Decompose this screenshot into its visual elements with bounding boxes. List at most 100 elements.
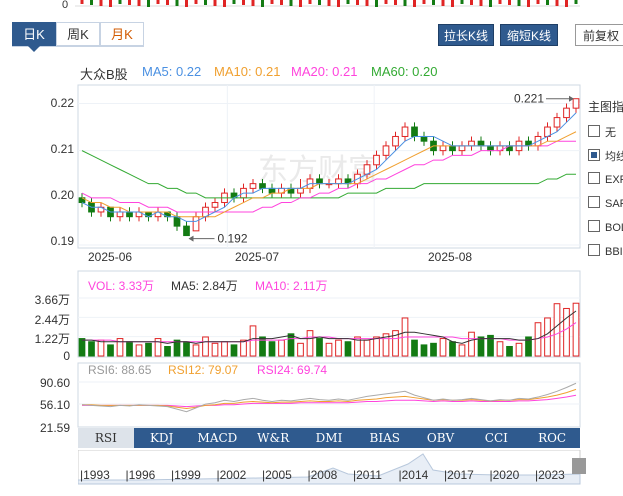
arrow-icon — [569, 95, 574, 102]
checkbox-icon[interactable] — [588, 220, 600, 232]
strip-bar — [156, 0, 160, 4]
checkbox-checked-icon[interactable] — [588, 149, 600, 161]
checkbox-icon[interactable] — [588, 125, 600, 137]
rsi-axis-label: 56.10 — [39, 398, 70, 412]
checkbox-icon[interactable] — [588, 172, 600, 184]
ma60-legend: MA60: 0.20 — [371, 64, 438, 79]
ma60-line — [81, 150, 576, 199]
volume-bar — [335, 339, 342, 357]
rsi-plot-frame — [77, 362, 581, 428]
price-axis-label: 0.22 — [50, 96, 74, 110]
navigator-year-label: |2005 — [262, 468, 292, 482]
indicator-tab-rsi[interactable]: RSI — [78, 428, 134, 448]
navigator-year-label: |2023 — [535, 468, 565, 482]
tab-pointer-icon — [28, 46, 40, 52]
checkbox-icon[interactable] — [588, 196, 600, 208]
candle — [572, 98, 580, 109]
indicator-tab-dmi[interactable]: DMI — [315, 431, 343, 445]
navigator-year-label: |2002 — [216, 468, 247, 482]
strip-bar — [365, 0, 369, 6]
svg-text:0: 0 — [62, 0, 68, 11]
strip-bar — [479, 0, 483, 6]
volume-bar — [192, 344, 200, 357]
volume-ma5-line — [82, 310, 577, 344]
volume-bar — [316, 338, 323, 357]
volume-bar — [487, 334, 494, 357]
tab-underline — [12, 46, 144, 47]
rsi-chart[interactable] — [0, 362, 623, 428]
volume-bar — [496, 341, 504, 357]
strip-bar — [508, 0, 511, 5]
volume-bar — [449, 341, 456, 357]
strip-bar — [223, 0, 226, 7]
rsi6-legend: RSI6: 88.65 — [88, 363, 152, 377]
side-option-expma[interactable]: EXPMA — [588, 172, 623, 186]
volume-plot-frame — [77, 270, 581, 358]
navigator-handle[interactable] — [572, 458, 586, 474]
side-option-sar[interactable]: SAR — [588, 196, 623, 210]
strip-bar — [384, 0, 388, 4]
shrink-k-button[interactable]: 缩短K线 — [500, 24, 558, 46]
navigator-year-label: |2014 — [398, 468, 429, 482]
volume-bar — [164, 345, 171, 357]
tab-day-k[interactable]: 日K — [12, 22, 56, 46]
strip-bar — [194, 0, 198, 4]
candle — [297, 187, 304, 194]
volume-bar — [420, 344, 428, 357]
indicator-tab-macd[interactable]: MACD — [197, 431, 238, 445]
date-axis-label: 2025-07 — [235, 250, 280, 264]
navigator-area — [78, 453, 581, 485]
indicator-tab-roc[interactable]: ROC — [538, 431, 567, 445]
volume-bar — [468, 331, 475, 357]
rsi-axis-label: 21.59 — [39, 421, 70, 435]
volume-bar — [126, 341, 133, 357]
volume-bar — [221, 341, 228, 357]
low-annotation: 0.192 — [218, 232, 248, 246]
side-option-label: 无 — [605, 127, 616, 139]
strip-bar — [527, 0, 530, 7]
strip-bar — [394, 0, 397, 5]
strip-bar — [356, 0, 359, 5]
time-navigator[interactable] — [78, 450, 586, 486]
ma5-line — [81, 112, 577, 222]
volume-chart[interactable] — [0, 270, 623, 362]
strip-bar — [213, 0, 217, 6]
rsi-axis-label: 90.60 — [39, 376, 70, 390]
tab-week-k[interactable]: 周K — [56, 22, 100, 46]
indicator-tab-cci[interactable]: CCI — [484, 431, 508, 445]
side-option-bbi[interactable]: BBI — [588, 244, 623, 258]
ma5-legend: MA5: 0.22 — [142, 64, 202, 79]
side-option-none[interactable]: 无 — [588, 124, 616, 140]
candle — [126, 211, 133, 218]
candle — [268, 187, 276, 194]
volume-bar — [373, 336, 380, 357]
indicator-tab-bias[interactable]: BIAS — [369, 431, 400, 445]
price-axis-label: 0.19 — [50, 234, 74, 248]
indicator-tab-wr[interactable]: W&R — [257, 431, 290, 445]
stock-name: 大众B股 — [80, 67, 128, 82]
candle — [249, 183, 257, 189]
stretch-k-button[interactable]: 拉长K线 — [438, 24, 494, 46]
top-strip-chart: 0 — [62, 0, 580, 11]
tab-month-k[interactable]: 月K — [100, 22, 144, 46]
forward-adjust-button[interactable]: 前复权 — [575, 24, 623, 46]
volume-bar — [344, 341, 352, 357]
volume-bar — [78, 338, 86, 357]
ma20-legend: MA20: 0.21 — [291, 64, 358, 79]
navigator-year-label: |1996 — [125, 468, 156, 482]
checkbox-icon[interactable] — [588, 244, 600, 256]
volume-bar — [259, 336, 266, 357]
strip-bar — [536, 0, 540, 4]
navigator-year-label: |2011 — [353, 468, 382, 482]
side-option-ma[interactable]: 均线 — [588, 148, 623, 164]
strip-bar — [346, 0, 350, 4]
indicator-tab-kdj[interactable]: KDJ — [149, 431, 174, 445]
arrow-icon — [188, 235, 194, 242]
indicator-tab-obv[interactable]: OBV — [426, 431, 455, 445]
volume-bar — [145, 342, 152, 357]
strip-bar — [470, 0, 473, 5]
volume-bar — [392, 330, 399, 357]
navigator-year-label: |1999 — [171, 468, 201, 482]
side-option-boll[interactable]: BOLL — [588, 220, 623, 234]
